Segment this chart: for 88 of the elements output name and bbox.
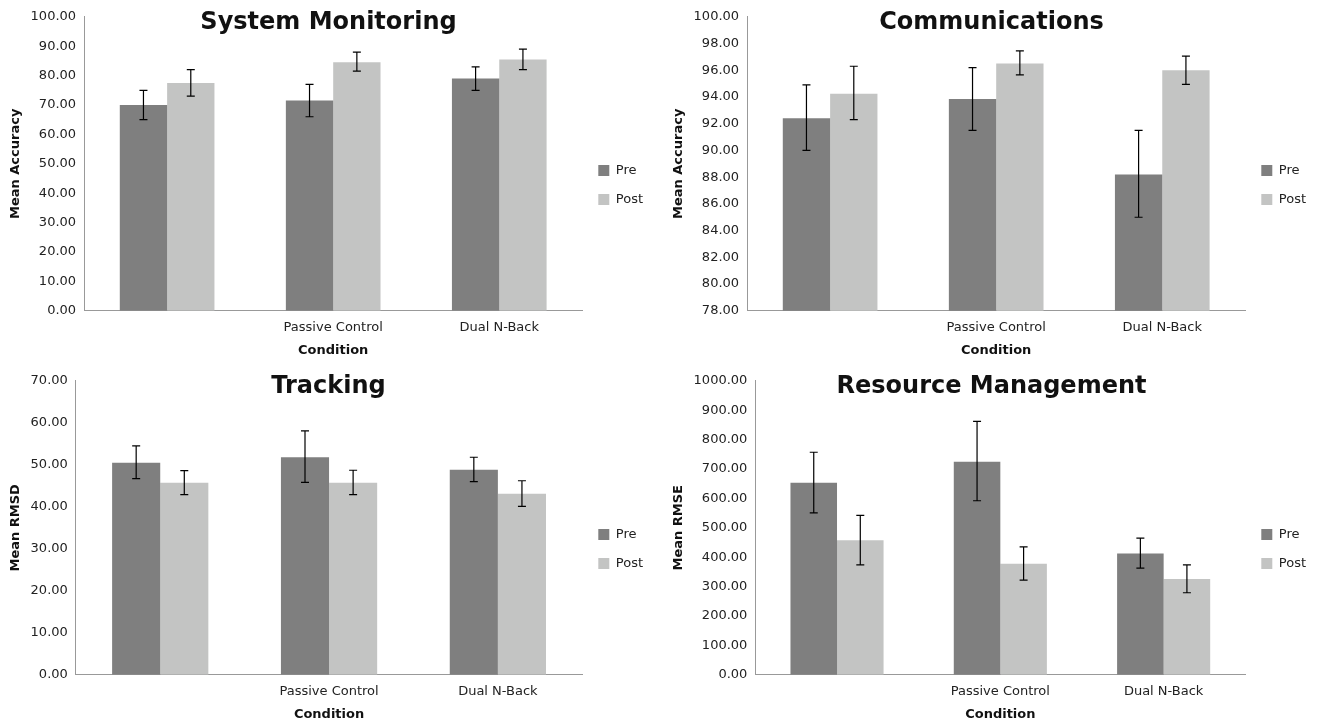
y-axis-title: Mean Accuracy <box>7 108 23 219</box>
y-tick-label: 100.00 <box>701 636 748 652</box>
y-tick-label: 100.00 <box>693 8 740 24</box>
y-tick-label: 20.00 <box>30 582 68 598</box>
y-tick-label: 82.00 <box>701 248 740 264</box>
y-tick-label: 700.00 <box>701 460 748 476</box>
legend-label: Pre <box>1278 525 1300 541</box>
x-axis-title: Condition <box>965 705 1036 721</box>
bar <box>333 62 381 311</box>
bar <box>449 469 498 675</box>
y-tick-label: 40.00 <box>30 498 68 514</box>
y-tick-label: 40.00 <box>38 184 77 200</box>
bar <box>167 82 215 311</box>
legend-label: Pre <box>615 525 637 541</box>
chart-title: Resource Management <box>836 370 1147 399</box>
y-tick-label: 30.00 <box>38 213 77 229</box>
y-tick-label: 78.00 <box>701 302 740 318</box>
bar <box>329 482 378 675</box>
chart-title: Communications <box>879 6 1104 35</box>
y-tick-label: 0.00 <box>47 302 77 318</box>
x-axis-title: Condition <box>298 341 369 357</box>
y-tick-label: 60.00 <box>30 414 68 430</box>
bar <box>837 540 884 675</box>
bar <box>953 461 1001 675</box>
legend-label: Post <box>615 190 643 206</box>
bar <box>160 482 209 675</box>
chart-title: System Monitoring <box>200 6 457 35</box>
y-tick-label: 84.00 <box>701 221 740 237</box>
y-tick-label: 70.00 <box>30 372 68 388</box>
y-tick-label: 80.00 <box>38 66 77 82</box>
y-tick-label: 900.00 <box>701 401 748 417</box>
x-axis-title: Condition <box>961 341 1032 357</box>
bar <box>280 457 330 675</box>
bar <box>497 493 546 675</box>
y-tick-label: 92.00 <box>701 115 740 131</box>
y-tick-label: 94.00 <box>701 88 740 104</box>
x-tick-label: Dual N-Back <box>458 682 539 698</box>
x-tick-label: Dual N-Back <box>459 318 540 334</box>
bar <box>1163 578 1211 675</box>
legend-label: Pre <box>615 161 637 177</box>
y-tick-label: 88.00 <box>701 168 740 184</box>
bar <box>112 462 161 675</box>
x-tick-label: Passive Control <box>950 682 1050 698</box>
y-tick-label: 50.00 <box>38 155 77 171</box>
y-tick-label: 20.00 <box>38 243 77 259</box>
y-axis-title: Mean RMSD <box>7 483 23 572</box>
y-tick-label: 30.00 <box>30 540 68 556</box>
y-tick-label: 70.00 <box>38 96 77 112</box>
y-tick-label: 0.00 <box>38 666 68 682</box>
x-tick-label: Dual N-Back <box>1122 318 1203 334</box>
bar <box>285 100 334 311</box>
legend-label: Post <box>1278 554 1306 570</box>
y-tick-label: 86.00 <box>701 195 740 211</box>
x-tick-label: Passive Control <box>283 318 383 334</box>
y-tick-label: 1000.00 <box>693 372 748 388</box>
y-tick-label: 90.00 <box>701 141 740 157</box>
bar <box>499 59 547 311</box>
y-tick-label: 10.00 <box>38 272 77 288</box>
y-tick-label: 60.00 <box>38 125 77 141</box>
bar <box>1117 553 1164 675</box>
y-tick-label: 96.00 <box>701 61 740 77</box>
y-tick-label: 0.00 <box>718 666 748 682</box>
x-tick-label: Passive Control <box>279 682 379 698</box>
y-tick-label: 80.00 <box>701 275 740 291</box>
x-tick-label: Dual N-Back <box>1123 682 1204 698</box>
chart-title: Tracking <box>271 370 386 399</box>
y-tick-label: 400.00 <box>701 548 748 564</box>
bar <box>119 105 168 311</box>
y-tick-label: 10.00 <box>30 624 68 640</box>
bar <box>451 78 500 311</box>
y-tick-label: 90.00 <box>38 37 77 53</box>
x-axis-title: Condition <box>293 705 365 721</box>
y-tick-label: 800.00 <box>701 430 748 446</box>
legend-label: Post <box>1278 190 1306 206</box>
y-tick-label: 300.00 <box>701 577 748 593</box>
y-axis-title: Mean Accuracy <box>670 108 686 219</box>
x-tick-label: Passive Control <box>946 318 1046 334</box>
y-tick-label: 500.00 <box>701 519 748 535</box>
y-tick-label: 200.00 <box>701 607 748 623</box>
y-tick-label: 50.00 <box>30 456 68 472</box>
bar <box>790 482 838 675</box>
bar <box>1000 563 1047 675</box>
y-axis-title: Mean RMSE <box>670 485 686 571</box>
y-tick-label: 600.00 <box>701 489 748 505</box>
legend-label: Post <box>615 554 643 570</box>
legend-label: Pre <box>1278 161 1300 177</box>
y-tick-label: 100.00 <box>30 8 77 24</box>
y-tick-label: 98.00 <box>701 34 740 50</box>
